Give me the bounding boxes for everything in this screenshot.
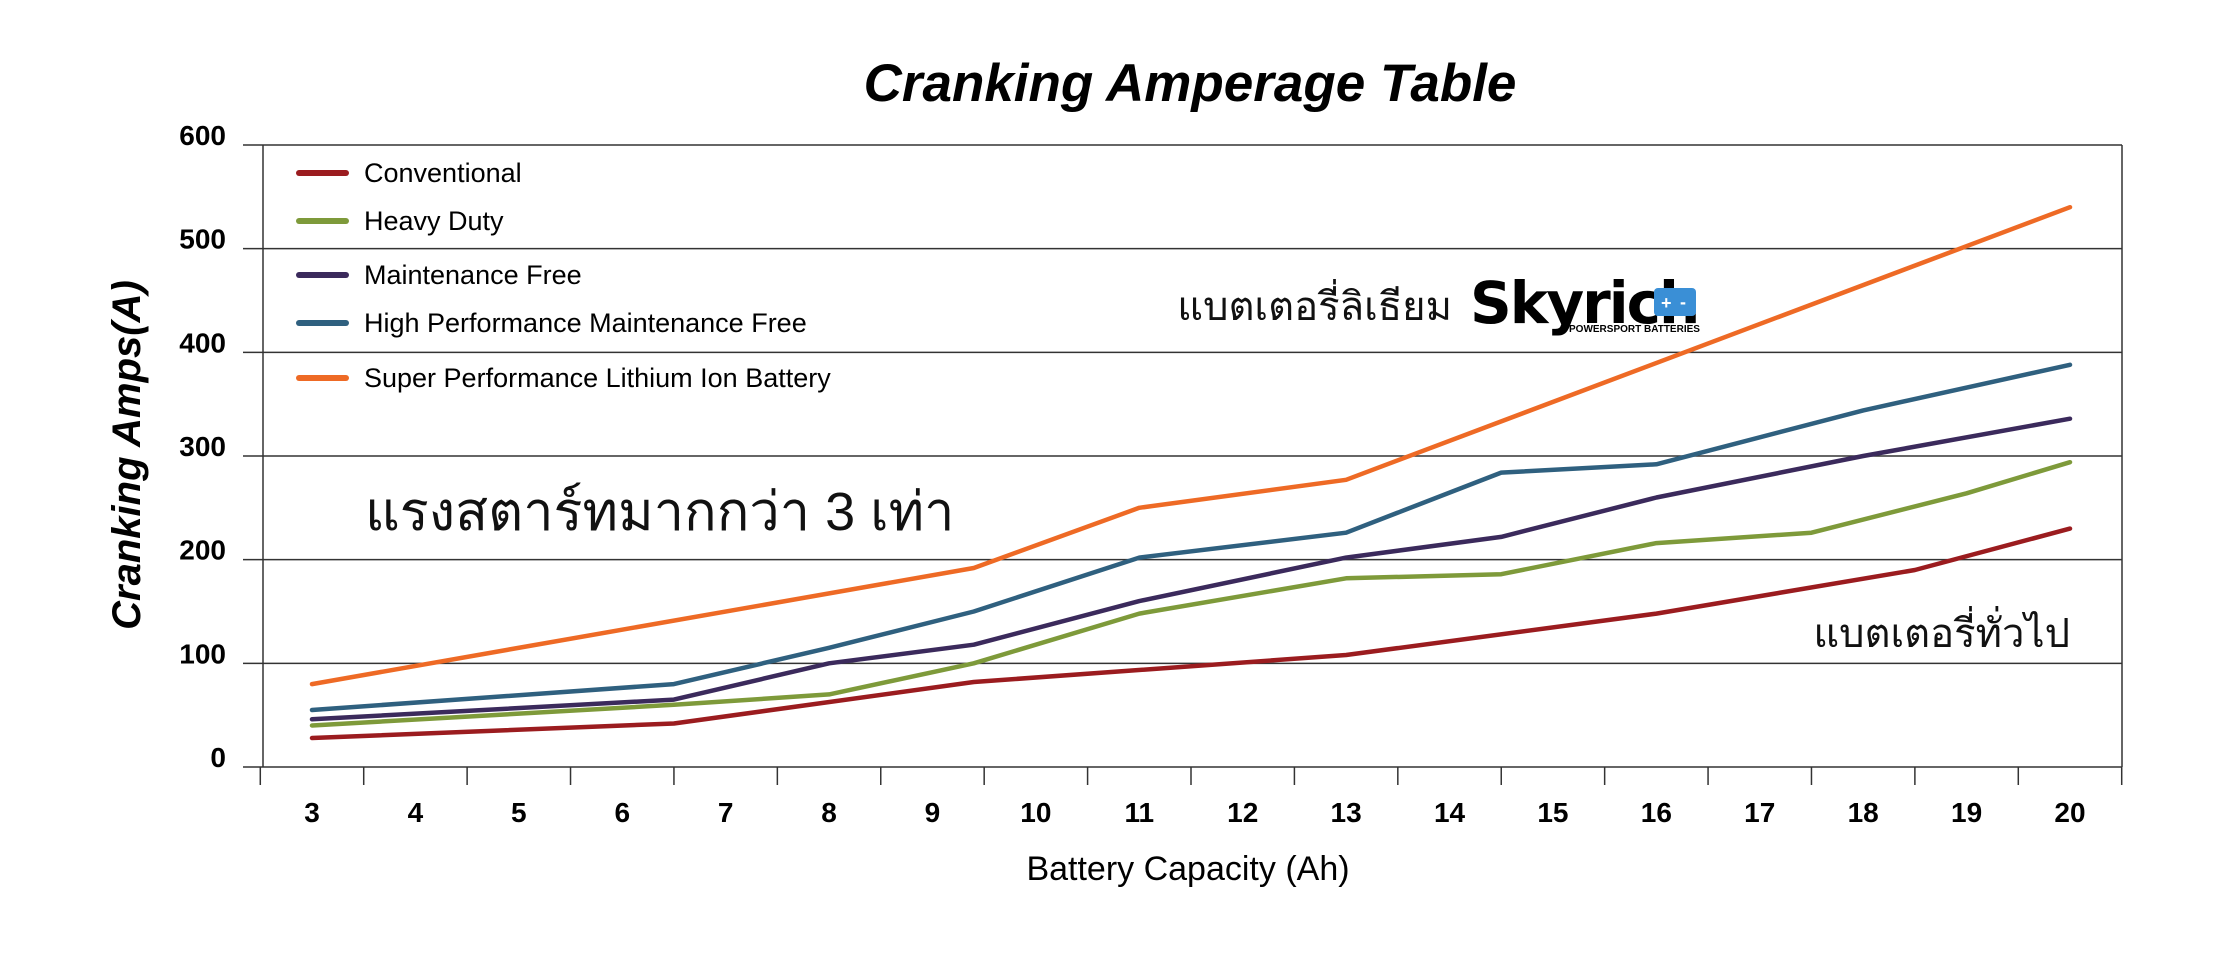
battery-plus-icon: + [1661,293,1672,313]
x-tick-label: 3 [304,797,320,828]
legend: Conventional Heavy Duty Maintenance Free Hi… [296,158,831,393]
legend-label: High Performance Maintenance Free [364,308,807,338]
y-tick-label: 400 [179,327,226,358]
axes: 0 100 200 300 400 500 600 3 4 5 6 7 8 9 10 11 12 13 14 15 16… [179,120,2123,828]
y-tick-label: 200 [179,535,226,566]
legend-label: Maintenance Free [364,260,582,290]
y-tick-label: 600 [179,120,226,151]
x-tick-label: 20 [2054,797,2085,828]
x-tick-label: 11 [1124,797,1154,828]
battery-minus-icon: - [1680,292,1686,312]
series-line-2 [309,416,2073,722]
x-tick-label: 16 [1641,797,1672,828]
legend-label: Super Performance Lithium Ion Battery [364,363,831,393]
grid [243,144,2122,665]
legend-label: Conventional [364,158,522,188]
x-tick-label: 4 [408,797,424,828]
x-tick-label: 13 [1331,797,1362,828]
y-tick-label: 0 [210,742,226,773]
y-axis-label: Cranking Amps(A) [105,280,149,630]
series-lines [309,204,2073,741]
x-tick-label: 15 [1537,797,1568,828]
battery-icon [1654,288,1696,316]
series-line-0 [309,526,2073,741]
x-tick-label: 18 [1848,797,1879,828]
logo-tagline: POWERSPORT BATTERIES [1569,324,1700,335]
x-tick-label: 19 [1951,797,1982,828]
normal-battery-annotation: แบตเตอรี่ทั่วไป [1813,606,2070,656]
boost-annotation: แรงสตาร์ทมากกว่า 3 เท่า [365,482,955,542]
legend-label: Heavy Duty [364,206,504,236]
x-tick-label: 14 [1434,797,1466,828]
series-line-4 [309,204,2073,687]
series-line-1 [309,459,2073,728]
x-tick-label: 10 [1020,797,1051,828]
x-tick-label: 5 [511,797,527,828]
x-tick-label: 7 [718,797,734,828]
y-tick-label: 300 [179,431,226,462]
x-tick-label: 6 [614,797,630,828]
x-tick-label: 17 [1744,797,1775,828]
skyrich-logo: Skyrich + - POWERSPORT BATTERIES [1470,269,1700,337]
x-tick-label: 12 [1227,797,1258,828]
lithium-annotation: แบตเตอรี่ลิเธียม [1177,279,1452,329]
x-tick-label: 8 [821,797,837,828]
x-tick-label: 9 [925,797,941,828]
y-tick-label: 100 [179,638,226,669]
chart-title: Cranking Amperage Table [864,54,1517,113]
y-tick-label: 500 [179,224,226,255]
series-line-3 [309,362,2073,713]
x-axis-label: Battery Capacity (Ah) [1026,850,1349,888]
